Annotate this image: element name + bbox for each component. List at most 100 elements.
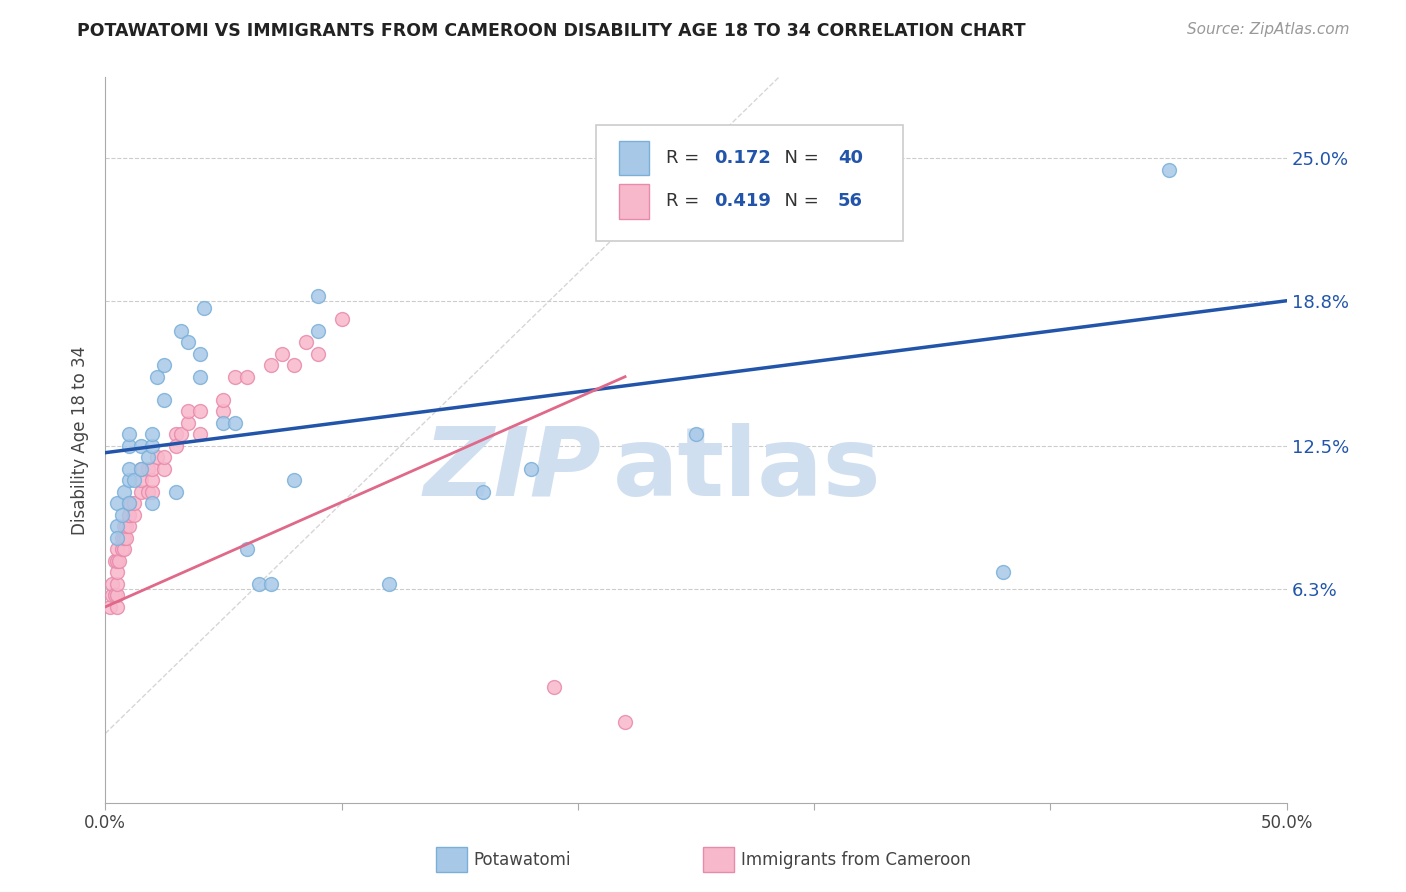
Point [104, 588, 127, 602]
Point [118, 519, 141, 533]
Text: 0.172: 0.172 [714, 149, 770, 167]
Point [188, 427, 211, 442]
Point [153, 450, 176, 465]
Point [105, 519, 128, 533]
Point [122, 508, 145, 522]
Text: atlas: atlas [613, 423, 882, 516]
Point [543, 681, 565, 695]
Point [188, 347, 211, 361]
Point [224, 369, 246, 384]
Point [105, 542, 128, 557]
Point [472, 484, 495, 499]
Point [212, 404, 235, 418]
FancyBboxPatch shape [596, 125, 903, 241]
Point [118, 427, 141, 442]
Point [118, 496, 141, 510]
Point [991, 566, 1014, 580]
Point [170, 324, 193, 338]
Point [104, 554, 127, 568]
Point [212, 392, 235, 407]
Point [115, 519, 138, 533]
Point [188, 369, 211, 384]
Point [271, 347, 294, 361]
Point [112, 531, 135, 545]
Point [307, 324, 329, 338]
Point [118, 496, 141, 510]
Point [112, 519, 135, 533]
Point [307, 347, 329, 361]
Point [236, 369, 259, 384]
Text: R =: R = [666, 149, 706, 167]
Point [146, 450, 169, 465]
Point [136, 450, 159, 465]
Point [177, 335, 200, 350]
Point [118, 473, 141, 487]
Point [193, 301, 215, 315]
Text: 56: 56 [838, 193, 863, 211]
Text: POTAWATOMI VS IMMIGRANTS FROM CAMEROON DISABILITY AGE 18 TO 34 CORRELATION CHART: POTAWATOMI VS IMMIGRANTS FROM CAMEROON D… [77, 22, 1026, 40]
Point [283, 473, 305, 487]
Point [330, 312, 353, 326]
Point [118, 439, 141, 453]
Point [111, 531, 134, 545]
Point [165, 427, 187, 442]
Point [98, 599, 121, 614]
Point [118, 462, 141, 476]
Point [212, 416, 235, 430]
Point [111, 542, 134, 557]
Point [170, 427, 193, 442]
Point [1157, 162, 1180, 177]
Text: ZIP: ZIP [423, 423, 602, 516]
Point [122, 473, 145, 487]
Point [129, 439, 152, 453]
Point [112, 542, 135, 557]
Point [141, 473, 163, 487]
Point [115, 531, 138, 545]
Point [129, 462, 152, 476]
Point [177, 404, 200, 418]
Point [295, 335, 318, 350]
Point [118, 508, 141, 522]
Point [519, 462, 541, 476]
Point [146, 369, 169, 384]
Point [136, 462, 159, 476]
Point [129, 462, 152, 476]
Point [105, 554, 128, 568]
Point [236, 542, 259, 557]
Point [101, 588, 124, 602]
Point [105, 566, 128, 580]
Point [307, 289, 329, 303]
Point [153, 392, 176, 407]
FancyBboxPatch shape [619, 184, 648, 219]
Point [136, 484, 159, 499]
Point [141, 496, 163, 510]
Point [129, 484, 152, 499]
Point [378, 577, 401, 591]
Point [165, 439, 187, 453]
Point [141, 427, 163, 442]
Text: 40: 40 [838, 149, 863, 167]
Point [122, 496, 145, 510]
Point [141, 462, 163, 476]
Point [108, 554, 131, 568]
Point [283, 358, 305, 372]
Point [153, 462, 176, 476]
Text: Source: ZipAtlas.com: Source: ZipAtlas.com [1187, 22, 1350, 37]
Text: R =: R = [666, 193, 706, 211]
Text: N =: N = [773, 193, 824, 211]
Point [614, 714, 637, 729]
Point [177, 416, 200, 430]
Point [259, 358, 281, 372]
Text: N =: N = [773, 149, 824, 167]
Point [118, 508, 141, 522]
Point [105, 599, 128, 614]
Text: Potawatomi: Potawatomi [474, 851, 571, 869]
Point [101, 577, 124, 591]
Point [129, 473, 152, 487]
Point [165, 484, 187, 499]
FancyBboxPatch shape [619, 141, 648, 176]
Point [112, 484, 135, 499]
Point [105, 496, 128, 510]
Point [141, 484, 163, 499]
Y-axis label: Disability Age 18 to 34: Disability Age 18 to 34 [72, 345, 89, 534]
